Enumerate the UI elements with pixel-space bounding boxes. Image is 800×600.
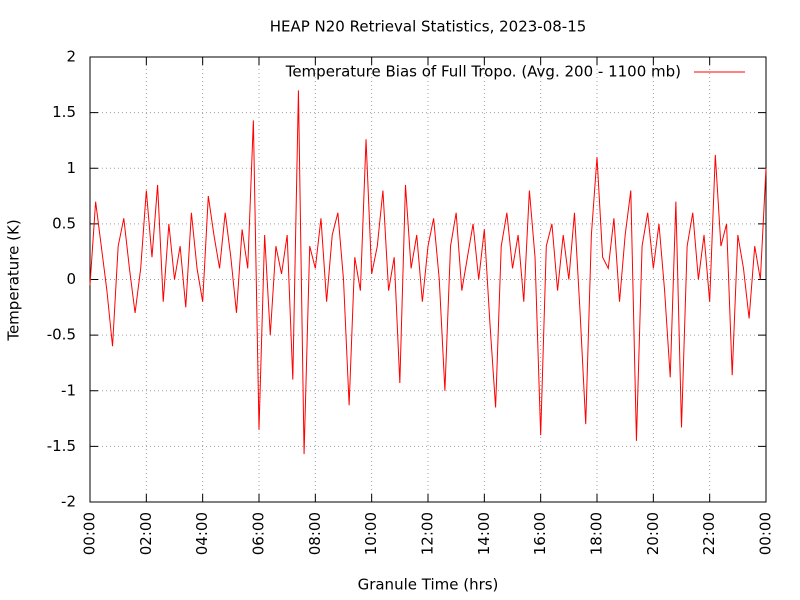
data-line [89,90,767,455]
x-tick-label: 20:00 [644,512,662,555]
x-tick-label: 16:00 [531,512,549,555]
x-tick-label: 08:00 [306,512,324,555]
x-tick-label: 02:00 [137,512,155,555]
legend-label: Temperature Bias of Full Tropo. (Avg. 20… [285,63,681,81]
x-tick-label: 12:00 [419,512,437,555]
x-tick-label: 10:00 [362,512,380,555]
y-tick-label: 0.5 [52,214,76,232]
y-tick-label: -1 [61,381,76,399]
y-tick-label: 0 [66,270,76,288]
x-tick-label: 00:00 [81,512,99,555]
x-tick-label: 14:00 [475,512,493,555]
x-tick-label: 00:00 [757,512,775,555]
x-tick-label: 18:00 [588,512,606,555]
x-axis-label: Granule Time (hrs) [358,576,499,594]
x-tick-label: 04:00 [193,512,211,555]
x-tick-label: 06:00 [250,512,268,555]
x-tick-label: 22:00 [700,512,718,555]
y-tick-label: -1.5 [47,437,76,455]
y-tick-label: -2 [61,493,76,511]
y-axis-label: Temperature (K) [5,219,23,341]
chart-title: HEAP N20 Retrieval Statistics, 2023-08-1… [270,18,587,36]
y-tick-label: 1 [66,159,76,177]
y-tick-label: 1.5 [52,103,76,121]
y-tick-label: -0.5 [47,326,76,344]
y-tick-label: 2 [66,48,76,66]
